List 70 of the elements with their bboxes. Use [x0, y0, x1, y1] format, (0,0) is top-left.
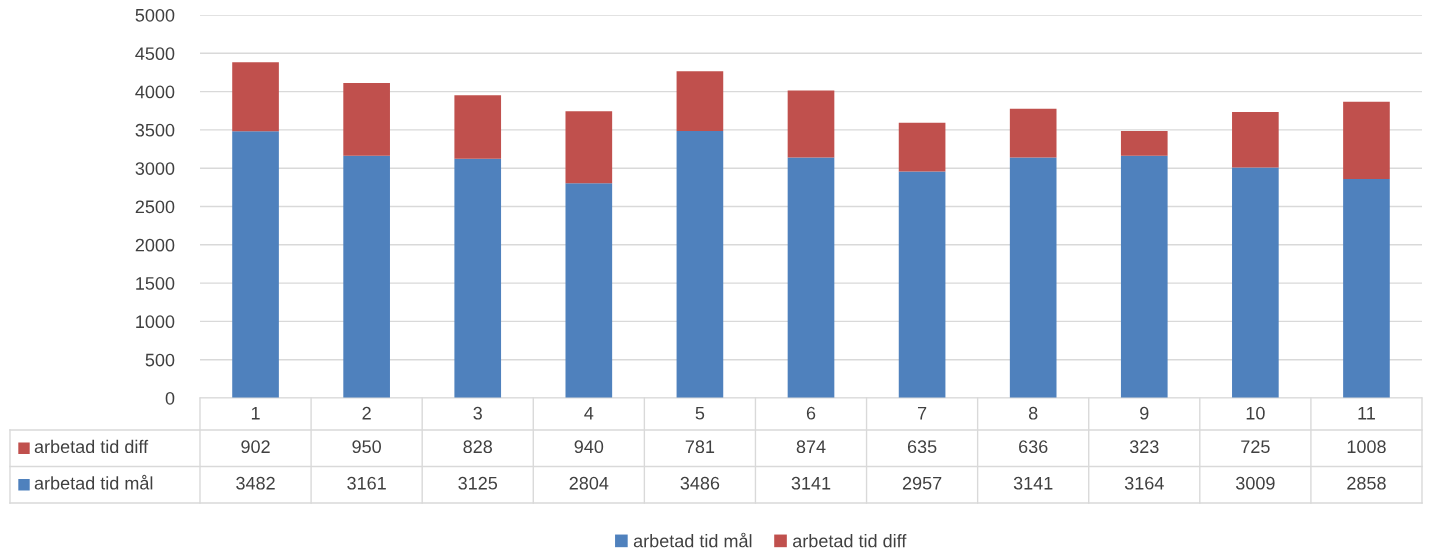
data-label: 940 — [574, 440, 604, 454]
bar — [454, 158, 502, 398]
bar — [898, 171, 946, 398]
bar — [1120, 155, 1168, 398]
x-tick-label: 8 — [1028, 406, 1038, 420]
x-tick-label: 3 — [473, 406, 482, 420]
y-tick-label: 2500 — [135, 200, 175, 214]
data-label: 902 — [241, 440, 270, 454]
data-label: 828 — [463, 440, 493, 454]
bar — [1343, 101, 1390, 180]
data-label: 3141 — [1013, 476, 1053, 490]
data-label: 3486 — [680, 476, 720, 490]
bar — [1343, 179, 1390, 398]
x-tick-label: 4 — [584, 407, 594, 420]
data-label: 2804 — [569, 476, 609, 490]
y-tick-label: 2000 — [135, 238, 175, 252]
data-label: 3125 — [458, 476, 498, 490]
legend-label: arbetad tid mål — [34, 474, 153, 490]
bar — [232, 131, 279, 398]
data-label: 323 — [1129, 440, 1159, 454]
bar — [787, 90, 835, 158]
x-tick-label: 6 — [806, 406, 816, 420]
x-tick-label: 2 — [362, 406, 371, 420]
text: arbetad tid diff — [793, 534, 907, 548]
text: arbetad tid mål — [633, 532, 752, 548]
bar — [676, 71, 724, 131]
y-tick-label: 4000 — [135, 85, 175, 99]
data-label: 1008 — [1347, 440, 1386, 454]
bar — [1232, 111, 1279, 168]
x-tick-label: 5 — [695, 407, 705, 420]
data-label: 3161 — [347, 476, 386, 490]
x-tick-label: 1 — [251, 407, 260, 420]
y-tick-label: 1500 — [136, 277, 175, 290]
y-tick-label: 500 — [145, 353, 175, 367]
bar — [565, 183, 613, 398]
data-label: 725 — [1241, 440, 1270, 454]
data-label: 2858 — [1347, 476, 1386, 490]
bar — [1009, 157, 1057, 398]
y-tick-label: 1000 — [136, 315, 175, 329]
bar — [565, 111, 613, 184]
data-label: 3009 — [1235, 476, 1275, 490]
x-tick-label: 10 — [1246, 406, 1265, 420]
bar — [232, 62, 279, 132]
y-tick-label: 5000 — [135, 8, 175, 22]
y-tick-label: 0 — [165, 391, 175, 405]
data-label: 636 — [1019, 440, 1048, 454]
data-label: 3164 — [1124, 476, 1164, 490]
x-tick-label: 11 — [1358, 407, 1375, 420]
data-label: 950 — [352, 440, 381, 454]
bar — [1120, 130, 1168, 156]
data-label: 2957 — [902, 476, 942, 490]
y-tick-label: 3500 — [135, 123, 175, 137]
legend-label: arbetad tid diff — [34, 439, 149, 454]
data-label: 635 — [907, 440, 937, 454]
x-tick-label: 9 — [1140, 406, 1149, 420]
bar — [1232, 167, 1279, 398]
data-label: 3141 — [791, 476, 831, 490]
bar — [343, 83, 390, 156]
y-tick-label: 3000 — [135, 162, 175, 175]
bar — [1009, 108, 1057, 158]
bar — [787, 157, 835, 398]
x-tick-label: 7 — [918, 407, 927, 420]
data-label: 3482 — [236, 476, 275, 490]
data-label: 874 — [796, 440, 826, 454]
bar — [454, 95, 502, 159]
data-label: 781 — [685, 440, 715, 454]
bar — [676, 130, 724, 398]
bar — [898, 122, 946, 172]
y-tick-label: 4500 — [135, 47, 175, 61]
bar — [343, 155, 390, 398]
